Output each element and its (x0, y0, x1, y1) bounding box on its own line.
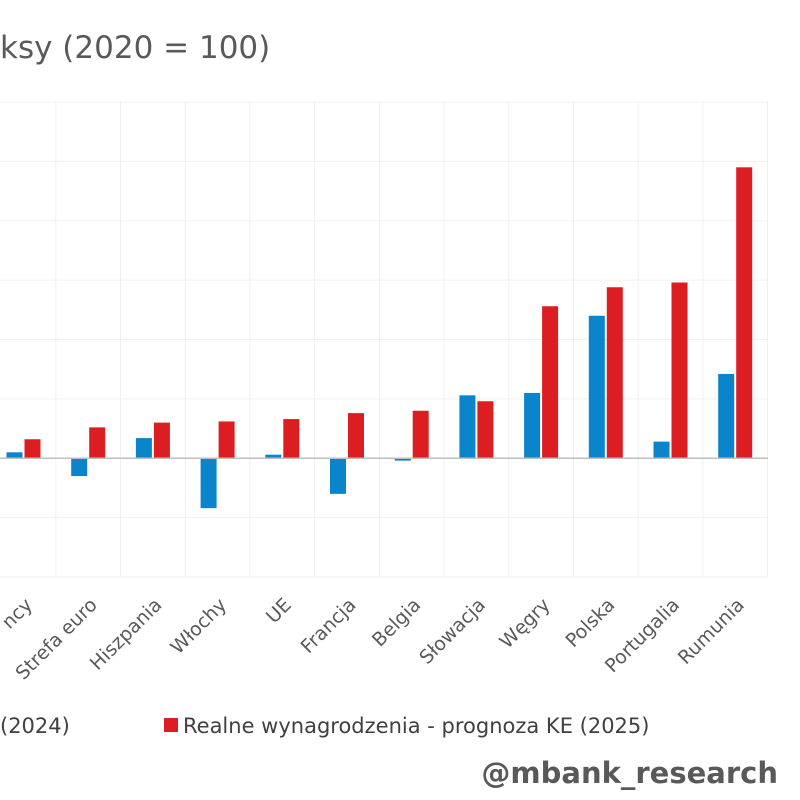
bar-1-6 (394, 458, 411, 461)
bar-1-10 (653, 441, 670, 459)
bar-2-8 (542, 306, 559, 459)
legend-label-series-1: (2024) (0, 714, 70, 738)
bar-1-5 (330, 458, 346, 494)
bar-1-2 (135, 438, 152, 459)
bar-1-3 (200, 458, 217, 509)
x-tick-label: Węgry (496, 594, 555, 653)
x-tick-label: Belgia (368, 594, 425, 651)
bar-2-6 (412, 410, 429, 459)
bar-2-10 (671, 282, 688, 459)
bar-2-9 (606, 287, 623, 459)
bar-2-0 (24, 439, 41, 459)
bar-2-2 (153, 422, 170, 459)
bar-2-3 (218, 421, 235, 459)
bar-2-7 (477, 401, 494, 459)
watermark: @mbank_research (481, 756, 778, 790)
x-tick-label: Włochy (166, 594, 231, 659)
bar-2-5 (348, 413, 364, 459)
x-tick-label: Polska (561, 594, 619, 652)
bar-2-1 (89, 427, 106, 459)
bar-1-0 (6, 452, 23, 459)
x-tick-label: ncy (0, 594, 37, 633)
bar-2-4 (283, 419, 300, 459)
bar-1-1 (71, 458, 88, 477)
chart-title: ksy (2020 = 100) (0, 30, 270, 66)
x-tick-label: Francja (297, 594, 361, 658)
x-tick-label: UE (262, 594, 296, 628)
bar-1-8 (524, 392, 541, 459)
x-tick-label: Rumunia (674, 594, 749, 669)
legend-swatch-series-2 (164, 718, 178, 732)
bar-1-11 (718, 373, 735, 459)
x-tick-label: Słowacja (415, 594, 490, 669)
bars (0, 167, 768, 509)
legend: (2024) Realne wynagrodzenia - prognoza K… (0, 714, 649, 738)
legend-label-series-2: Realne wynagrodzenia - prognoza KE (2025… (183, 714, 649, 738)
bar-1-9 (588, 315, 605, 459)
bar-1-7 (459, 395, 476, 459)
bar-2-11 (736, 167, 753, 459)
bar-1-4 (265, 454, 282, 459)
gridlines (0, 101, 769, 578)
